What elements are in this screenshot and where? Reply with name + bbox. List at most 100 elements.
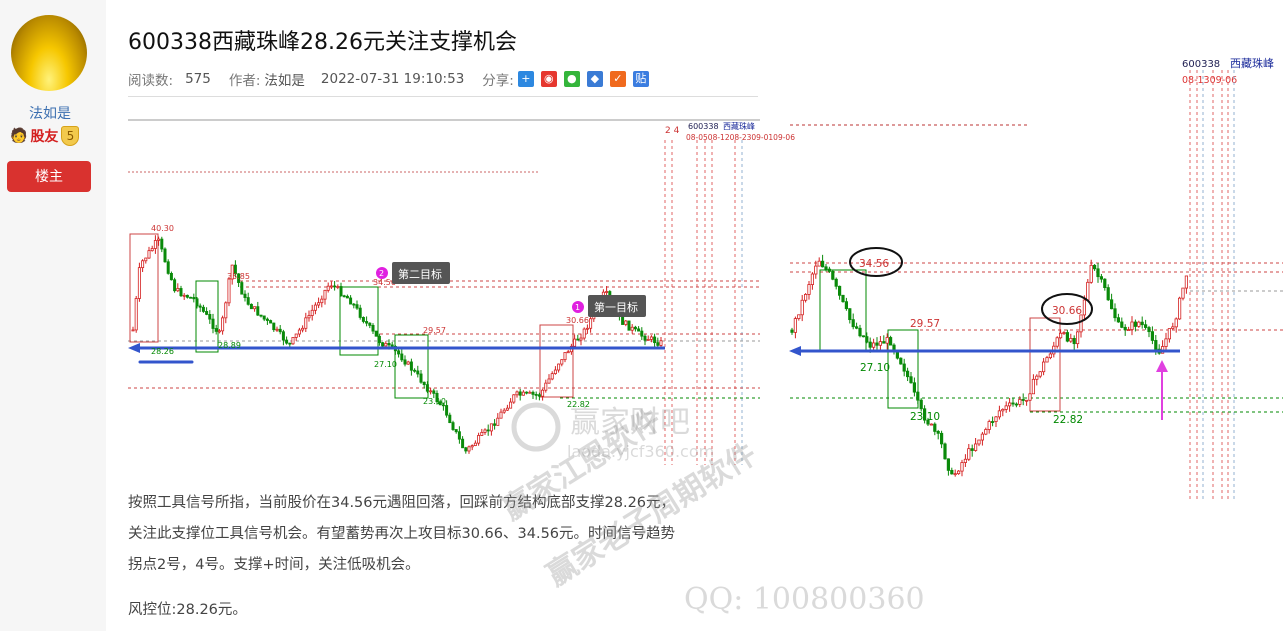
- arrow-head-icon: [128, 343, 140, 353]
- candle: [875, 342, 879, 346]
- candle: [585, 327, 589, 330]
- candle: [946, 458, 951, 471]
- candle: [984, 429, 988, 435]
- post-title: 600338西藏珠峰28.26元关注支撑机会: [128, 30, 517, 55]
- candle: [307, 315, 311, 319]
- candle: [477, 435, 481, 444]
- candle: [413, 369, 417, 372]
- candle: [1045, 357, 1049, 363]
- candle: [547, 378, 551, 384]
- candle: [824, 266, 828, 270]
- candle: [358, 307, 362, 318]
- qq-icon[interactable]: ◆: [586, 71, 603, 87]
- candle: [997, 410, 1002, 418]
- candle: [390, 344, 394, 347]
- candle: [1120, 321, 1124, 328]
- candle: [1004, 405, 1008, 410]
- candle: [531, 391, 535, 395]
- read-count: 575: [185, 71, 211, 87]
- candle: [432, 390, 436, 394]
- level-label: 22.82: [1053, 414, 1083, 426]
- candle: [451, 422, 455, 430]
- candle: [470, 445, 474, 448]
- candle: [227, 278, 231, 304]
- rank-label: 股友: [30, 129, 59, 145]
- candle: [224, 302, 228, 319]
- candle: [173, 279, 177, 292]
- tieba-icon[interactable]: 贴: [632, 71, 649, 87]
- candle: [288, 342, 292, 345]
- candle: [576, 338, 580, 341]
- candle: [1008, 402, 1012, 407]
- candle: [384, 342, 388, 347]
- candle: [233, 264, 237, 275]
- candle: [489, 423, 493, 432]
- candle: [912, 382, 917, 393]
- thread-owner-button[interactable]: 楼主: [7, 161, 91, 192]
- post-datetime: 2022-07-31 19:10:53: [320, 71, 465, 87]
- candle: [653, 336, 657, 344]
- candle: [800, 299, 804, 316]
- candle: [141, 260, 145, 269]
- candle: [509, 401, 513, 409]
- reads-label: 阅读数:: [128, 73, 174, 89]
- candle: [560, 359, 564, 365]
- candle: [649, 336, 653, 340]
- candle: [1048, 353, 1052, 359]
- candle: [377, 335, 381, 344]
- candle: [221, 317, 225, 332]
- candle: [936, 430, 940, 434]
- candle: [518, 391, 522, 396]
- candle: [355, 304, 359, 309]
- candle: [553, 369, 557, 375]
- candle: [1099, 276, 1103, 280]
- candle: [326, 285, 330, 291]
- post-meta: 阅读数: 575 作者: 法如是 2022-07-31 19:10:53 分享: +…: [128, 69, 656, 89]
- wechat-icon[interactable]: ●: [563, 71, 580, 87]
- candle: [259, 314, 263, 317]
- candle: [621, 315, 625, 325]
- candle: [858, 327, 862, 337]
- candle: [368, 322, 372, 326]
- post-paragraph: 按照工具信号所指，当前股价在34.56元遇阻回落，回踩前方结构底部支撑28.26…: [128, 495, 676, 511]
- post-paragraph: 风控位:28.26元。: [128, 602, 247, 618]
- candle: [885, 337, 889, 344]
- watermark-logo-icon: [511, 402, 561, 452]
- candle: [790, 329, 794, 333]
- candle: [844, 301, 849, 310]
- author-link[interactable]: 法如是: [264, 73, 305, 89]
- candle: [919, 399, 923, 410]
- candle: [534, 393, 538, 396]
- candle: [1110, 299, 1114, 310]
- candle: [361, 317, 365, 322]
- avatar[interactable]: [11, 15, 87, 91]
- plus-share-icon[interactable]: +: [517, 71, 534, 87]
- author-name[interactable]: 法如是: [29, 106, 71, 122]
- candle: [967, 448, 971, 460]
- candle: [1127, 329, 1131, 331]
- candle: [646, 339, 650, 341]
- signal-box: [887, 329, 919, 409]
- tencent-weibo-icon[interactable]: ✓: [609, 71, 626, 87]
- candle: [868, 341, 872, 348]
- candle: [1059, 332, 1063, 339]
- stock-name: 西藏珠峰: [1230, 56, 1274, 70]
- candle: [1076, 331, 1080, 345]
- candle: [579, 337, 583, 341]
- post-paragraph: 拐点2号，4号。支撑+时间，关注低吸机会。: [128, 557, 420, 573]
- candle: [310, 309, 314, 316]
- candle: [963, 458, 968, 463]
- svg-text:1: 1: [575, 303, 580, 312]
- candle: [1011, 402, 1015, 405]
- divider: [128, 96, 758, 97]
- share-label: 分享:: [482, 73, 514, 89]
- candle: [525, 391, 529, 394]
- candle: [1116, 317, 1120, 323]
- highlight-circle: [1041, 293, 1093, 325]
- watermark-logo: 赢家财吧: [570, 405, 690, 440]
- candle: [493, 423, 497, 426]
- candle: [1079, 314, 1083, 333]
- candle: [834, 278, 838, 287]
- candle: [275, 328, 279, 331]
- weibo-icon[interactable]: ◉: [540, 71, 557, 87]
